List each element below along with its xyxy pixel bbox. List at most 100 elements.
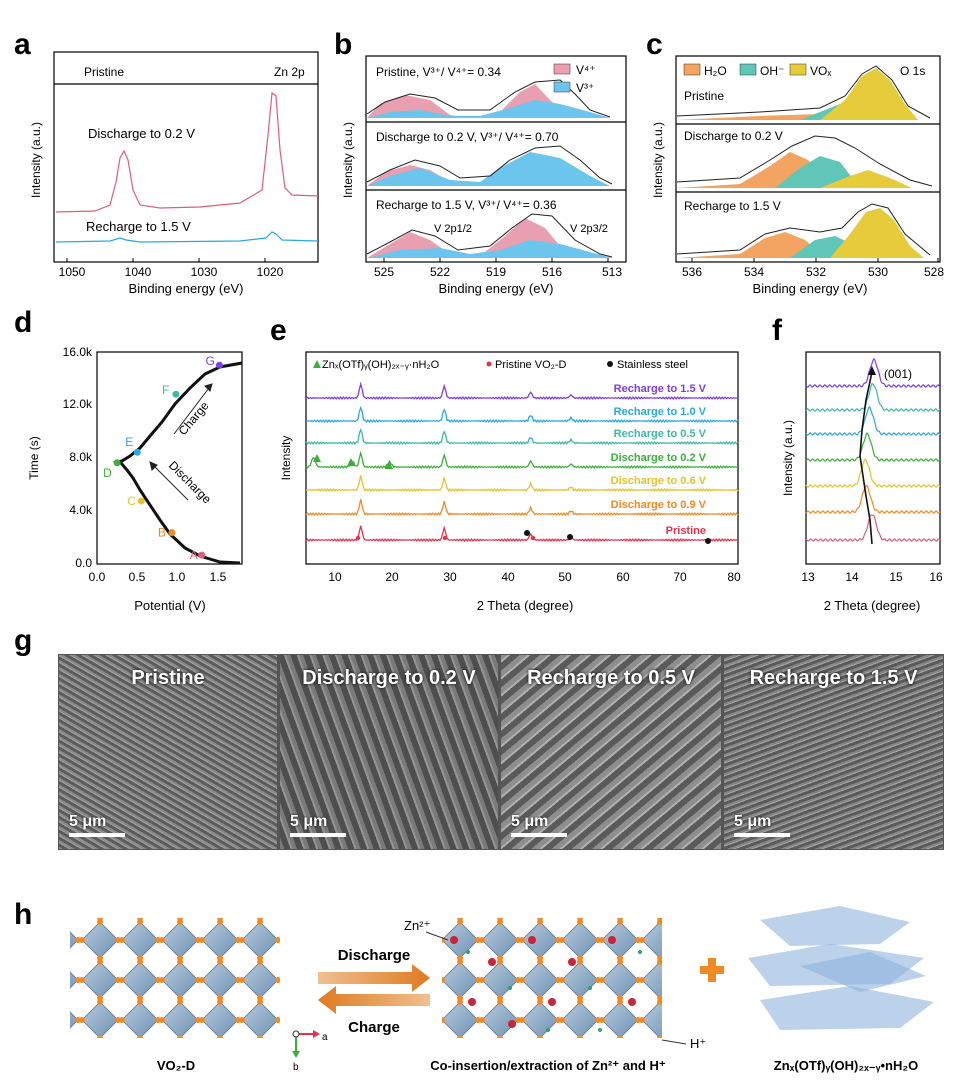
- fill-vox: [820, 170, 912, 188]
- peak-marker: [868, 366, 876, 375]
- legend-v4: V⁴⁺: [576, 63, 596, 77]
- zoom-traces: [805, 357, 941, 542]
- x-label: 2 Theta (degree): [824, 598, 921, 613]
- peak-markers: [313, 454, 711, 544]
- sem-label: Pristine: [131, 667, 205, 689]
- panel-letter: f: [772, 314, 783, 347]
- fill-v3: [367, 240, 612, 258]
- legend-label: Pristine VO₂-D: [495, 359, 567, 371]
- x-ticks: 13 14 15 16: [801, 570, 943, 584]
- legend-label: Stainless steel: [617, 359, 688, 371]
- plot-frame: [675, 55, 941, 263]
- point-label: G: [205, 354, 214, 368]
- y-tick-label: 16.0k: [63, 345, 93, 359]
- charge-label: Charge: [176, 399, 212, 438]
- scale-bar: [734, 833, 790, 837]
- scale-bar: [290, 833, 346, 837]
- curve-point: [198, 551, 206, 559]
- panel-c: c H₂O OH⁻ VOₓ O 1s Pristine Discharge to…: [646, 28, 944, 296]
- x-tick-label: 10: [328, 570, 342, 584]
- row-label: Pristine: [684, 89, 724, 103]
- x-tick-label: 20: [385, 570, 399, 584]
- y-label: Intensity: [279, 436, 293, 481]
- fill-v3: [367, 152, 610, 186]
- zoom-trace: [805, 382, 941, 412]
- y-label: Intensity (a.u.): [341, 122, 355, 198]
- axis-b: b: [293, 1062, 299, 1073]
- sem-image: Discharge to 0.2 V 5 μm: [279, 654, 499, 850]
- zoom-trace: [805, 484, 941, 514]
- xrd-trace: [305, 498, 739, 517]
- row-label: Recharge to 1.5 V: [684, 199, 781, 213]
- fill-v3: [367, 100, 610, 118]
- fill-h2o: [677, 232, 825, 258]
- sem-label: Recharge to 0.5 V: [527, 667, 695, 689]
- sem-label: Discharge to 0.2 V: [302, 667, 476, 689]
- x-ticks: 1050 1040 1030 1020: [59, 258, 284, 279]
- legend-marker-steel: [607, 361, 613, 367]
- x-label: Binding energy (eV): [753, 281, 868, 296]
- sem-image: Recharge to 0.5 V 5 μm: [500, 654, 722, 850]
- caption-product: Znₓ(OTf)ᵧ(OH)₂ₓ₋ᵧ•nH₂O: [774, 1058, 918, 1073]
- discharge-arrow: [318, 964, 430, 992]
- x-ticks: 10 20 30 40 50 60 70 80: [328, 570, 741, 584]
- row-label: Recharge to 1.5 V, V³⁺/ V⁴⁺= 0.36: [376, 198, 557, 212]
- annotation-arrows: [149, 383, 213, 501]
- x-ticks: 536 534 532 530 528: [682, 258, 944, 279]
- x-label: 2 Theta (degree): [477, 598, 574, 613]
- row-label: Discharge to 0.2 V: [684, 129, 783, 143]
- zoom-trace: [805, 432, 941, 462]
- x-tick-label: 525: [374, 265, 394, 279]
- envelope: [676, 65, 931, 119]
- x-tick-label: 1050: [59, 265, 86, 279]
- legend-swatch-h2o: [683, 63, 701, 76]
- caption-coinsertion: Co-insertion/extraction of Zn²⁺ and H⁺: [430, 1058, 666, 1073]
- curve-point: [215, 361, 223, 369]
- panel-letter: g: [14, 624, 32, 657]
- envelope: [366, 79, 611, 118]
- trace-label: Pristine: [666, 525, 706, 537]
- point-label: E: [125, 435, 133, 449]
- sem-strip: Pristine 5 μm Discharge to 0.2 V 5 μm Re…: [58, 654, 944, 850]
- trace-recharge: [55, 231, 319, 243]
- zoom-trace: [805, 458, 941, 488]
- x-tick-label: 513: [602, 265, 622, 279]
- zoom-trace: [805, 357, 941, 388]
- h-pointer: [661, 1039, 687, 1045]
- x-tick-label: 528: [924, 265, 944, 279]
- envelope: [366, 213, 613, 258]
- vo2-lattice: [70, 918, 280, 1038]
- y-tick-label: 8.0k: [69, 450, 93, 464]
- xrd-trace: [305, 405, 739, 424]
- panel-d: d Charge Discharge A B C D E F G Time (s) 0.0 …: [14, 306, 243, 613]
- legend-swatch-vox: [789, 63, 807, 76]
- row-label: Pristine, V³⁺/ V⁴⁺= 0.34: [376, 65, 501, 79]
- legend-vox: VOₓ: [810, 64, 831, 78]
- title-right: Zn 2p: [274, 65, 305, 79]
- trace-label: Discharge to 0.6 V: [611, 475, 707, 487]
- point-label: D: [103, 466, 112, 480]
- curve-point: [113, 459, 121, 467]
- legend: Znₓ(OTf)ᵧ(OH)₂ₓ₋ᵧ·nH₂O Pristine VO₂-D St…: [313, 359, 688, 371]
- xrd-trace: [305, 525, 739, 542]
- y-label: Intensity (a.u.): [651, 122, 665, 198]
- panel-f: f (001) Intensity (a.u.) 13 14 15 16 2 T…: [772, 314, 943, 613]
- scale-label: 5 μm: [290, 813, 328, 830]
- y-tick-label: 0.0: [75, 556, 92, 570]
- row-label: Discharge to 0.2 V, V³⁺/ V⁴⁺= 0.70: [376, 130, 559, 144]
- peak-shift-line: [859, 371, 873, 545]
- y-label: Time (s): [27, 436, 41, 480]
- trace-label: Recharge to 1.0 V: [614, 406, 707, 418]
- x-tick-label: 50: [558, 570, 572, 584]
- inserted-lattice: [442, 918, 662, 1038]
- plus-icon: [700, 958, 724, 982]
- x-tick-label: 530: [868, 265, 888, 279]
- title-left: Pristine: [84, 65, 124, 79]
- x-tick-label: 516: [542, 265, 562, 279]
- inserted-ions: [450, 936, 642, 1032]
- x-tick-label: 0.5: [129, 570, 146, 584]
- xrd-trace: [305, 450, 739, 469]
- plot-frame: [805, 351, 941, 565]
